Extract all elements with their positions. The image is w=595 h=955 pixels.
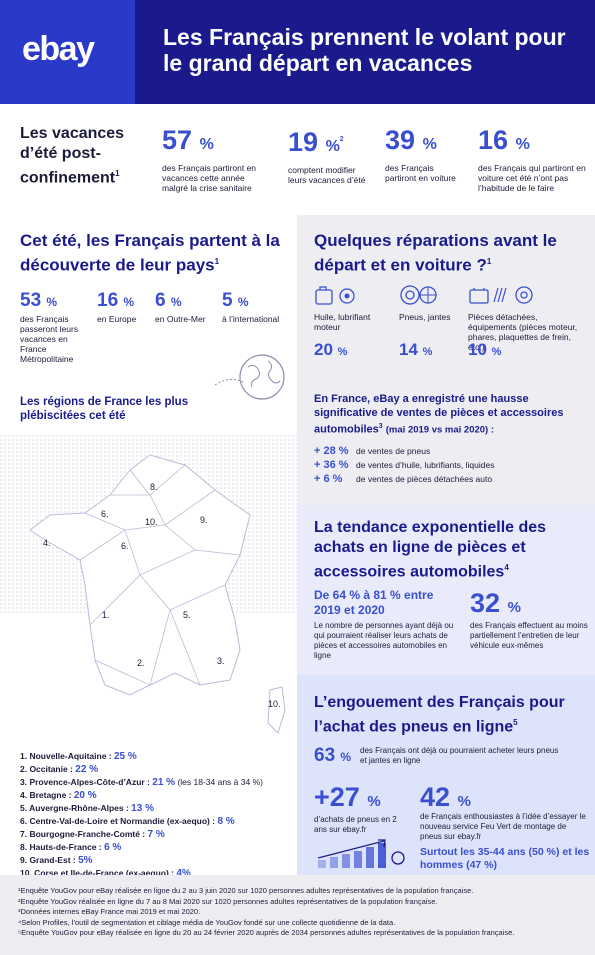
summer-section-title: Les vacances d’été post-confinement1 [20,125,125,187]
region-row: 6. Centre-Val-de-Loire et Normandie (ex-… [20,816,235,827]
regions-title: Les régions de France les plus plébiscit… [20,396,189,422]
repair-value-3: 10 % [468,340,502,359]
region-list: 1. Nouvelle-Aquitaine : 25 % 2. Occitani… [20,750,300,880]
region-row: 3. Provence-Alpes-Côte-d’Azur : 21 % (le… [20,777,263,788]
map-label-2: 2. [137,658,145,668]
ebay-logo: ebay [22,30,95,68]
region-row: 7. Bourgogne-Franche-Comté : 7 % [20,829,165,840]
map-label-6a: 6. [101,509,109,519]
summer-stat-1: 57 % des Français partiront en vacances … [162,125,257,193]
map-label-8: 8. [150,482,158,492]
tires-stat-2: +27 % [314,782,381,812]
tires-panel [297,675,595,875]
region-row: 1. Nouvelle-Aquitaine : 25 % [20,751,137,762]
tires-stat-1: 63 % [314,745,352,766]
battery-icon [469,286,533,304]
page-title: Les Français prennent le volant pour le … [163,24,566,76]
map-label-10b: 10. [268,699,281,709]
trend-range: De 64 % à 81 % entre 2019 et 2020 [314,588,434,617]
tires-stat-3-label: de Français enthousiastes à l’idée d’ess… [420,812,586,841]
spring-icon [493,287,507,303]
region-row: 10. Corse et Ile-de-France (ex-aequo) : … [20,868,191,879]
footnote: ³Données internes eBay France mai 2019 e… [18,907,201,916]
repair-label-2: Pneus, jantes [399,312,451,322]
region-row: 4. Bretagne : 20 % [20,790,97,801]
repairs-panel [297,215,595,505]
oil-can-icon [315,286,355,305]
repair-label-1: Huile, lubrifiant moteur [314,312,371,332]
title-panel: Les Français prennent le volant pour le … [135,0,595,104]
tires-title: L’engouement des Français pour l’achat d… [314,694,565,736]
trend-panel [297,505,595,675]
region-row: 9. Grand-Est : 5% [20,855,93,866]
map-labels: 1. 2. 3. 4. 5. 6. 6. 8. 9. 10. 10. [43,482,281,709]
tires-stat-2-label: d’achats de pneus en 2 ans sur ebay.fr [314,815,397,834]
globe-icon [214,354,285,400]
trend-value-label: des Français effectuent au moins partiel… [470,621,588,650]
tires-stat-1-label: des Français ont déjà ou pourraient ache… [360,746,559,765]
summer-stat-3: 39 % des Français partiront en voiture [385,125,456,183]
footnote: ¹Enquête YouGov pour eBay réalisée en li… [18,886,474,895]
tires-stat-3: 42 % [420,782,471,812]
discover-stat-1: 53 % des Français passeront leurs vacanc… [20,290,79,364]
trend-title: La tendance exponentielle des achats en … [314,519,547,581]
tire-icon [400,285,437,305]
discover-title: Cet été, les Français partent à la décou… [20,231,280,275]
map-label-10a: 10. [145,517,158,527]
growth-chart-icon [317,839,405,868]
footnote: ²Enquête YouGov réalisée en ligne du 7 a… [18,896,438,906]
region-row: 2. Occitanie : 22 % [20,764,99,775]
region-row: 5. Auvergne-Rhône-Alpes : 13 % [20,803,154,814]
summer-stat-4: 16 % des Français qui partiront en voitu… [478,125,586,193]
footer [0,875,595,955]
region-row: 8. Hauts-de-France : 6 % [20,842,122,853]
logo-panel: ebay [0,0,135,104]
tire-icon [391,851,405,865]
header: ebay Les Français prennent le volant pou… [0,0,595,104]
discover-stat-4: 5 % à l’international [222,290,280,324]
repair-value-2: 14 % [399,340,433,359]
discover-stat-2: 16 % en Europe [97,290,137,324]
trend-value: 32 % [470,588,521,618]
discover-stat-3: 6 % en Outre-Mer [155,290,206,324]
trend-range-label: Le nombre de personnes ayant déjà ou qui… [314,621,454,660]
france-map: 1. 2. 3. 4. 5. 6. 6. 8. 9. 10. 10. [0,435,297,734]
footnote: ⁵Enquête YouGov pour eBay réalisée en li… [18,928,515,937]
map-label-5: 5. [183,610,191,620]
sales-row: + 28 % de ventes de pneus [314,445,431,457]
map-label-3: 3. [217,656,225,666]
map-label-4: 4. [43,538,51,548]
engine-icon [339,288,355,304]
repair-value-1: 20 % [314,340,348,359]
repairs-title: Quelques réparations avant le départ et … [314,231,557,275]
footnote: ⁴Selon Profiles, l’outil de segmentation… [18,917,396,927]
map-label-1: 1. [102,610,110,620]
repair-label-3: Pièces détachées, équipements (pièces mo… [468,312,578,352]
sales-row: + 6 % de ventes de pièces détachées auto [314,473,493,485]
sales-row: + 36 % de ventes d’huile, lubrifiants, li… [314,459,495,471]
sales-title: En France, eBay a enregistré une hausse … [314,393,564,436]
footnotes: ¹Enquête YouGov pour eBay réalisée en li… [18,886,588,939]
summer-stat-2: 19 %2 comptent modifier leurs vacances d… [288,127,366,185]
region-borders [79,464,241,686]
tires-stat-3-sub: Surtout les 35-44 ans (50 %) et les homm… [420,846,590,871]
map-label-9: 9. [200,515,208,525]
map-label-6b: 6. [121,541,129,551]
brake-disc-icon [515,286,533,304]
corsica-outline [267,686,286,734]
